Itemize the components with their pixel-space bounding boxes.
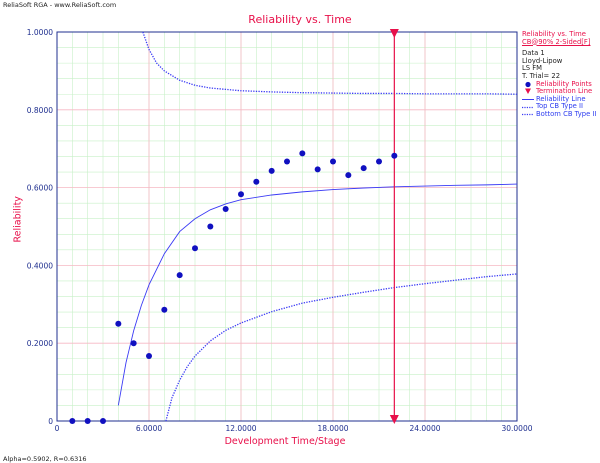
- y-axis-label: Reliability: [12, 196, 24, 243]
- reliability-point: [69, 418, 76, 424]
- top-cb-type-ii-curve: [142, 32, 517, 95]
- reliability-point: [115, 320, 122, 327]
- reliability-line-curve: [117, 183, 517, 406]
- dotted-line-icon: [522, 114, 534, 116]
- legend-title: Reliability vs. Time: [522, 30, 586, 38]
- reliability-point: [284, 158, 290, 165]
- reliability-point: [314, 166, 321, 173]
- reliability-point: [391, 152, 398, 159]
- y-tick-label: 0.8000: [27, 106, 53, 115]
- reliability-point: [146, 353, 152, 360]
- y-tick-label: 0: [48, 417, 53, 426]
- legend-info-model: Lloyd-Lipow: [522, 56, 563, 65]
- reliability-point: [238, 191, 244, 198]
- x-tick-label: 24.0000: [409, 424, 440, 433]
- termination-marker-bottom: [389, 415, 399, 424]
- reliability-point: [330, 158, 336, 165]
- reliability-point: [253, 178, 260, 185]
- header-text: ReliaSoft RGA - www.ReliaSoft.com: [3, 1, 117, 9]
- legend-item-reliability-line: Reliability Line: [522, 94, 598, 104]
- legend-item-bottom-cb: Bottom CB Type II: [522, 109, 598, 119]
- legend-subtitle: CB@90% 2-Sided[F]: [522, 37, 591, 46]
- bottom-cb-type-ii-curve: [165, 273, 517, 421]
- reliability-point: [84, 418, 91, 424]
- reliability-point: [222, 205, 229, 212]
- footer-text: Alpha=0.5902, R=0.6316: [3, 455, 87, 463]
- y-tick-label: 0.4000: [27, 261, 53, 270]
- legend-info-data: Data 1: [522, 49, 545, 58]
- dotted-line-icon: [522, 106, 534, 108]
- reliability-point: [268, 167, 275, 174]
- reliability-point: [207, 223, 214, 230]
- triangle-icon: [525, 88, 531, 95]
- legend-item-reliability-points: Reliability Points: [522, 79, 598, 89]
- legend-label: Reliability Points: [536, 79, 592, 88]
- x-tick-label: 12.0000: [225, 424, 256, 433]
- x-tick-label: 30.0000: [501, 424, 532, 433]
- line-icon: [522, 99, 534, 101]
- legend-label: Reliability Line: [536, 94, 586, 103]
- reliability-point: [192, 245, 198, 252]
- reliability-point: [376, 158, 382, 165]
- reliability-point: [130, 340, 137, 347]
- y-tick-label: 0.2000: [27, 339, 53, 348]
- x-tick-label: 0: [55, 424, 60, 433]
- legend-item-termination-line: Termination Line: [522, 88, 598, 96]
- y-tick-label: 0.6000: [27, 184, 53, 193]
- dot-icon: [525, 81, 531, 87]
- x-tick-label: 6.0000: [136, 424, 162, 433]
- legend-info-method: LS FM: [522, 64, 543, 73]
- legend: Reliability vs. Time CB@90% 2-Sided[F] D…: [522, 30, 598, 119]
- reliability-point: [345, 172, 352, 179]
- legend-item-top-cb: Top CB Type II: [522, 103, 598, 111]
- legend-label: Termination Line: [536, 87, 593, 96]
- legend-label: Bottom CB Type II: [536, 109, 597, 118]
- y-tick-label: 1.0000: [27, 28, 53, 37]
- reliability-point: [299, 150, 306, 157]
- plot-frame: [56, 31, 518, 422]
- reliability-point: [360, 165, 367, 172]
- legend-info-trial: T. Trial= 22: [522, 71, 561, 80]
- reliability-point: [100, 418, 106, 424]
- reliability-point: [176, 272, 183, 279]
- termination-marker-top: [389, 29, 399, 38]
- chart-title: Reliability vs. Time: [248, 13, 352, 26]
- reliability-point: [161, 306, 168, 313]
- x-axis-label: Development Time/Stage: [224, 436, 346, 447]
- x-tick-label: 18.0000: [317, 424, 348, 433]
- legend-label: Top CB Type II: [536, 102, 583, 111]
